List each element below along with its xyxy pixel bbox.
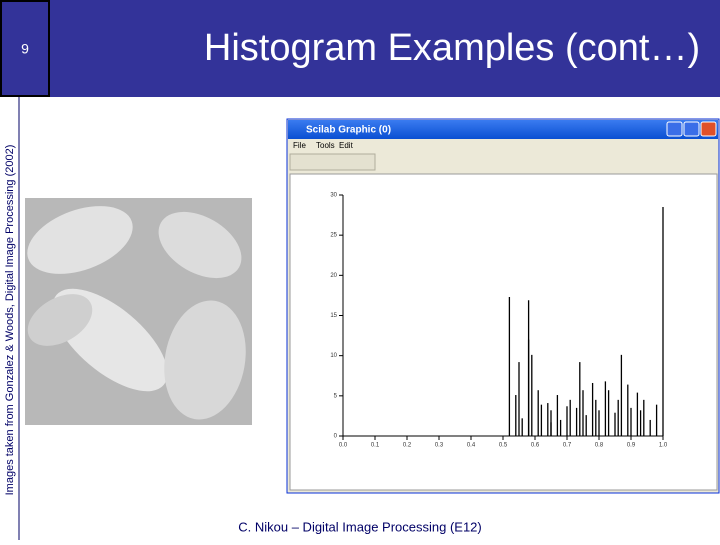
menu-item[interactable]: Edit <box>339 141 354 150</box>
close-button[interactable] <box>700 121 717 137</box>
x-tick-label: 0.9 <box>627 443 636 449</box>
toolbar <box>289 153 376 171</box>
x-tick-label: 0.7 <box>563 443 572 449</box>
title-bar <box>288 120 718 139</box>
side-note: Images taken from Gonzalez & Woods, Digi… <box>4 145 16 496</box>
menu-item[interactable]: Tools <box>316 141 335 150</box>
x-tick-label: 0.5 <box>499 443 508 449</box>
x-tick-label: 1.0 <box>659 443 668 449</box>
x-tick-label: 0.3 <box>435 443 444 449</box>
y-tick-label: 20 <box>330 273 337 279</box>
window-title: Scilab Graphic (0) <box>306 125 391 136</box>
y-tick-label: 0 <box>334 434 338 440</box>
slide-title: Histogram Examples (cont…) <box>204 27 700 69</box>
menu-item[interactable]: File <box>293 141 306 150</box>
number-box <box>0 0 50 97</box>
pollen-image <box>25 198 252 425</box>
header-band <box>0 0 720 97</box>
x-tick-label: 0.6 <box>531 443 540 449</box>
slide-number: 9 <box>21 41 29 57</box>
minimize-button[interactable] <box>666 121 683 137</box>
x-tick-label: 0.4 <box>467 443 476 449</box>
x-tick-label: 0.0 <box>339 443 348 449</box>
x-tick-label: 0.1 <box>371 443 380 449</box>
y-tick-label: 10 <box>330 353 337 359</box>
maximize-button[interactable] <box>683 121 700 137</box>
y-tick-label: 30 <box>330 193 337 199</box>
x-tick-label: 0.8 <box>595 443 604 449</box>
y-tick-label: 15 <box>330 313 337 319</box>
footer: C. Nikou – Digital Image Processing (E12… <box>238 519 482 534</box>
x-tick-label: 0.2 <box>403 443 412 449</box>
y-tick-label: 5 <box>334 393 338 399</box>
y-tick-label: 25 <box>330 233 337 239</box>
